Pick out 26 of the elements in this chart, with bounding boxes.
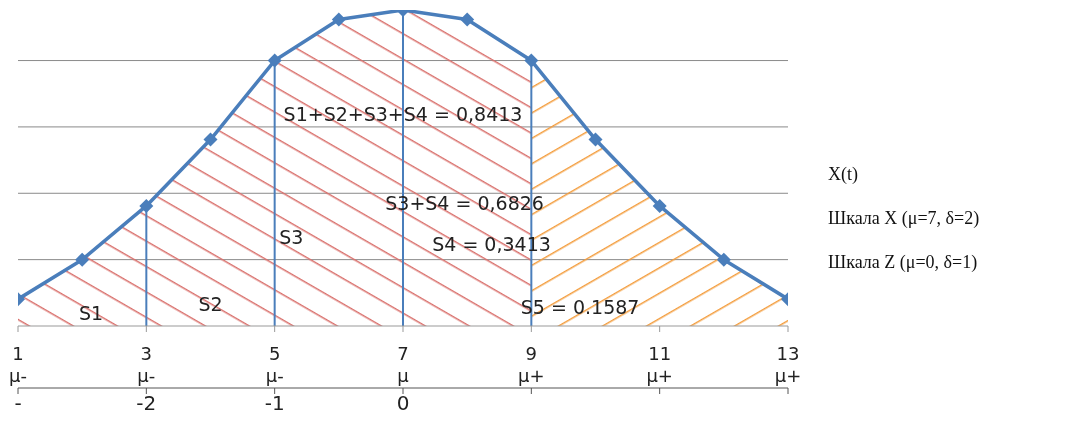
point [652,198,667,213]
x2-tick-label: - [14,391,22,416]
annotation: S1 [79,302,104,325]
point [75,252,90,267]
point [524,53,539,68]
x-tick-label: 13 μ+ [774,343,802,386]
x-tick-label: 3 μ- [137,343,156,386]
point [139,198,154,213]
point [331,12,346,27]
annotation: S3 [279,226,304,249]
x-tick-label: 7 μ [397,343,410,386]
text: X(t) [828,163,859,186]
x-tick-label: 1 μ- [9,343,27,386]
x-tick-label: 5 μ- [265,343,284,386]
point [203,132,218,147]
x2-axis-title: Шкала Z (μ=0, δ=1) [828,251,979,274]
point [460,12,475,27]
x2-tick-label: -1 [264,391,285,416]
x2-tick-label: 0 [396,391,410,416]
point [588,132,603,147]
x-tick-label: 11 μ+ [646,343,673,386]
x-axis-title: Шкала X (μ=7, δ=2) [828,207,981,230]
x-tick-label: 9 μ+ [518,343,545,386]
point [716,252,731,267]
point [267,53,282,68]
x2-tick-label: -2 [136,391,157,416]
